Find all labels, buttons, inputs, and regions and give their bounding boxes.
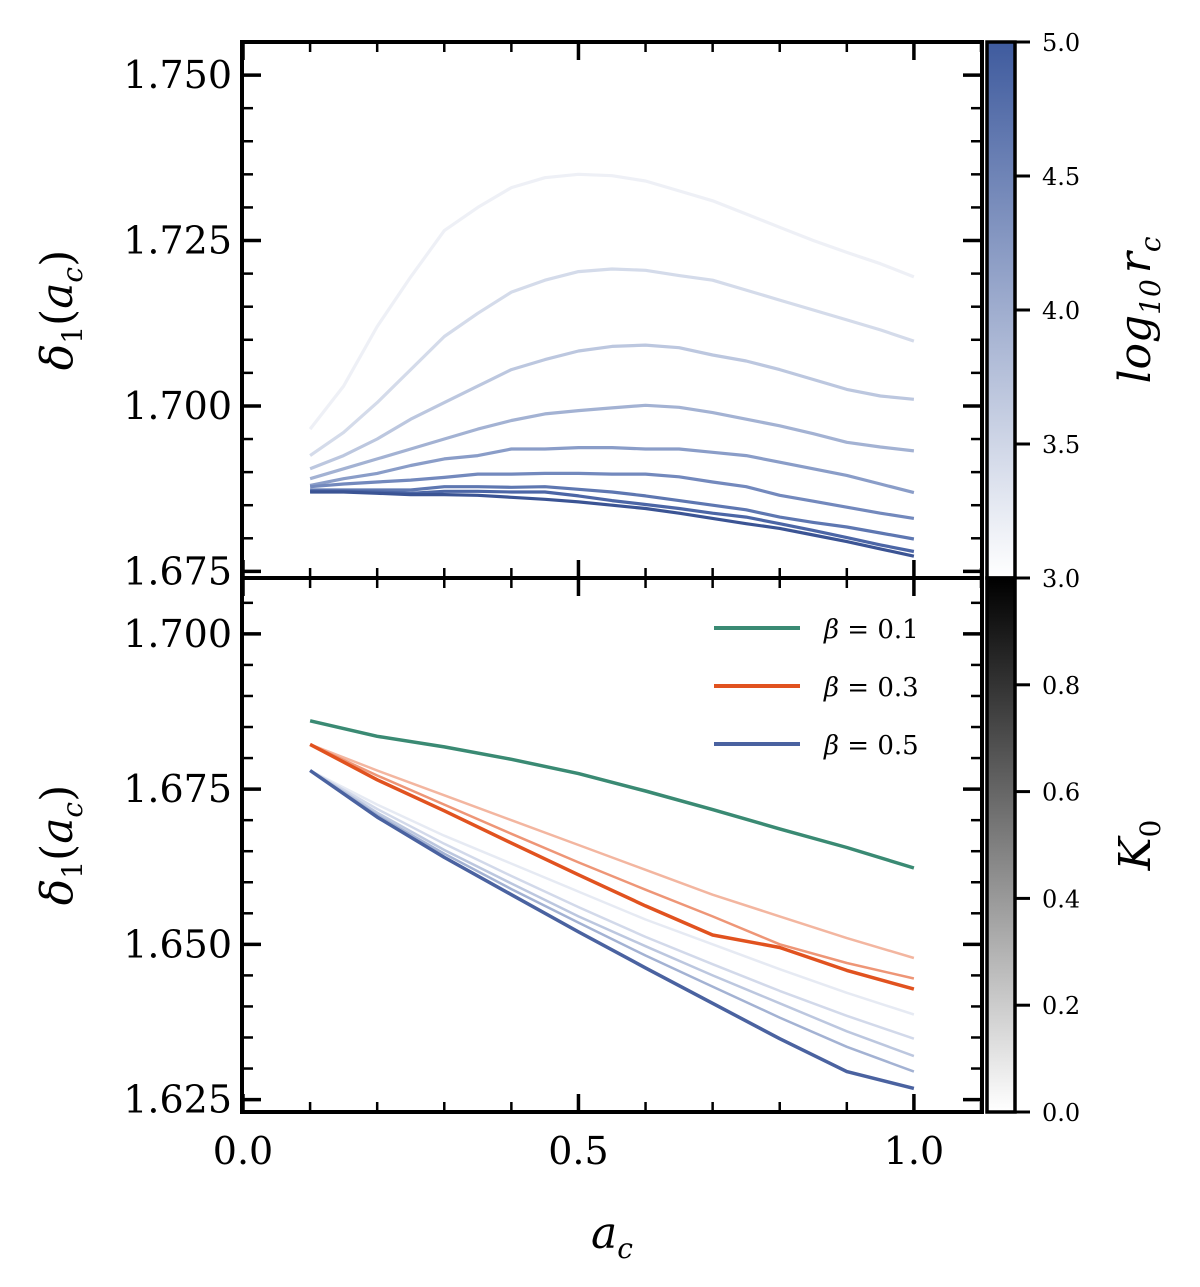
top-y-tick-label: 1.700	[123, 384, 232, 428]
top-y-axis-label: δ1(ac)	[32, 250, 89, 371]
x-tick-label: 1.0	[884, 1129, 944, 1173]
colorbar-bottom-tick-label: 0.2	[1042, 992, 1080, 1020]
top-series-line-5	[309, 471, 915, 520]
top-y-tick-label: 1.675	[123, 549, 232, 593]
top-series-line-6	[310, 485, 915, 541]
colorbar-top-tick-label: 4.5	[1042, 163, 1080, 191]
bottom-series-line-2	[309, 769, 915, 1091]
bottom-y-tick-label: 1.675	[123, 767, 232, 811]
colorbar-top	[985, 40, 1017, 580]
legend-label-beta-0.5: β = 0.5	[823, 731, 919, 761]
top-panel-series	[308, 172, 915, 558]
bottom-y-axis-label: δ1(ac)	[32, 785, 89, 906]
top-y-tick-label: 1.725	[123, 219, 232, 263]
bottom-panel-series	[309, 719, 915, 1091]
x-tick-label: 0.5	[548, 1129, 608, 1173]
bottom-axes-frame	[240, 576, 984, 1114]
legend-item-beta-0.3: β = 0.3	[714, 673, 919, 703]
bottom-faint-line-5	[309, 769, 915, 1073]
legend-item-beta-0.5: β = 0.5	[714, 731, 919, 761]
top-series-line-1	[309, 267, 915, 457]
bottom-faint-line-3	[309, 769, 915, 1040]
bottom-faint-line-0	[309, 743, 915, 960]
colorbar-top-tick-label: 3.0	[1042, 565, 1080, 593]
colorbar-top-label: log10rc	[1110, 236, 1167, 383]
legend-label-beta-0.3: β = 0.3	[823, 673, 919, 703]
bottom-y-tick-label: 1.650	[123, 922, 232, 966]
top-series-line-3	[309, 403, 915, 481]
colorbar-bottom-label: K0	[1110, 820, 1167, 872]
colorbar-bottom-tick-label: 0.4	[1042, 885, 1080, 913]
legend-label-beta-0.1: β = 0.1	[823, 615, 919, 645]
tick-labels: 0.0 0.5 1.0 1.675 1.700 1.725 1.750 1.625 1.650 1…	[123, 53, 944, 1173]
legend: β = 0.1 β = 0.3 β = 0.5	[714, 615, 919, 761]
colorbar-bottom-tick-label: 0.8	[1042, 672, 1080, 700]
top-series-line-4	[309, 446, 915, 495]
colorbar-top-tick-label: 3.5	[1042, 431, 1080, 459]
bottom-series-line-0	[309, 719, 915, 870]
bottom-faint-line-4	[309, 769, 915, 1058]
x-axis-label: ac	[591, 1208, 633, 1265]
top-series-line-7	[310, 489, 915, 554]
top-series-line-8	[310, 490, 915, 558]
x-tick-label: 0.0	[213, 1129, 273, 1173]
legend-item-beta-0.1: β = 0.1	[714, 615, 919, 645]
top-series-line-2	[309, 343, 915, 471]
bottom-series-line-1	[309, 742, 915, 991]
colorbar-bottom-tick-label: 0.0	[1042, 1099, 1080, 1127]
bottom-faint-line-1	[309, 743, 915, 980]
top-series-line-0	[308, 172, 915, 431]
top-y-tick-label: 1.750	[123, 53, 232, 97]
top-axes-frame	[240, 40, 984, 580]
colorbar-top-tick-label: 4.0	[1042, 297, 1080, 325]
colorbar-bottom	[985, 576, 1017, 1114]
bottom-faint-line-2	[309, 769, 915, 1016]
bottom-y-tick-label: 1.625	[123, 1078, 232, 1122]
bottom-y-tick-label: 1.700	[123, 612, 232, 656]
colorbar-top-tick-label: 5.0	[1042, 29, 1080, 57]
colorbar-ticks: 3.0 3.5 4.0 4.5 5.0 0.0 0.2 0.4 0.6 0.8	[1015, 29, 1080, 1127]
colorbar-bottom-tick-label: 0.6	[1042, 779, 1080, 807]
